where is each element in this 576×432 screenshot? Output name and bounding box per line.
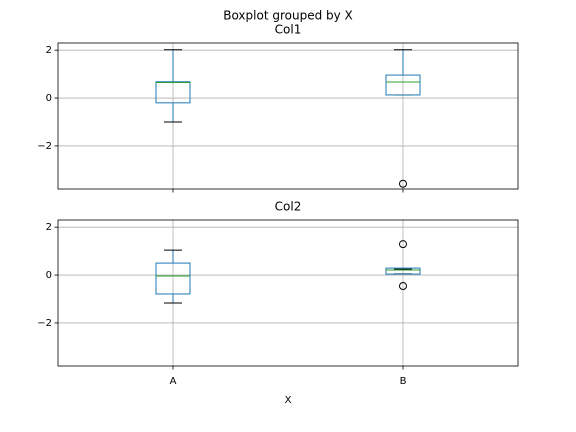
axes-frame	[57, 219, 519, 367]
flier	[399, 282, 407, 291]
flier	[399, 179, 407, 188]
flier	[399, 240, 407, 249]
y-tick-label: 2	[46, 45, 52, 56]
chart-title: Col2	[275, 200, 302, 214]
x-axis-label: X	[285, 395, 292, 406]
box	[385, 74, 421, 96]
y-tick-label: −2	[37, 141, 52, 152]
y-tick-label: 0	[46, 270, 52, 281]
y-tick-label: 2	[46, 222, 52, 233]
figure-title: Boxplot grouped by X	[223, 9, 353, 23]
chart-title: Col1	[275, 23, 302, 37]
box	[155, 81, 191, 104]
x-tick-label: A	[170, 376, 177, 387]
x-tick-label: B	[400, 376, 407, 387]
y-tick-label: −2	[37, 318, 52, 329]
box	[155, 262, 191, 295]
axes-frame	[57, 42, 519, 190]
box	[385, 267, 421, 275]
y-tick-label: 0	[46, 93, 52, 104]
